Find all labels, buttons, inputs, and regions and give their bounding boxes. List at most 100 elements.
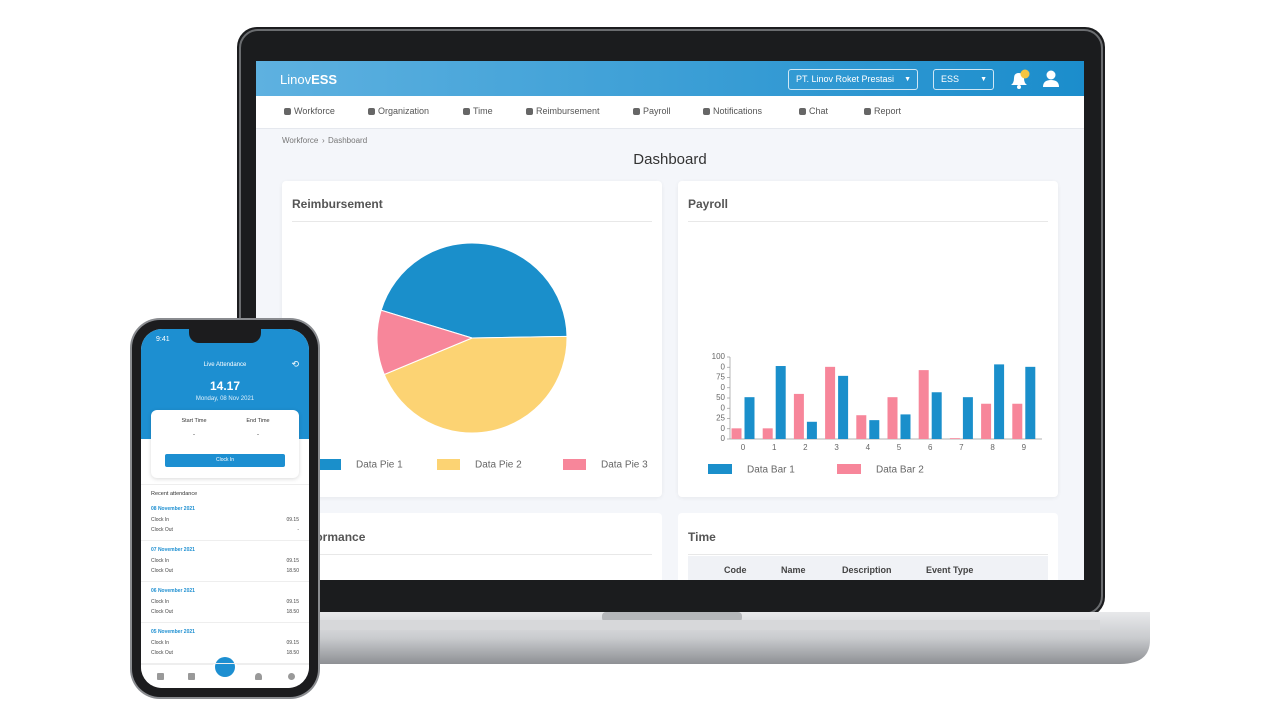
y-tick-label: 0 [721,383,726,392]
phone-screen: 9:41 Live Attendance ⟲ 14.17 Monday, 08 … [141,329,309,688]
record-out-label: Clock Out [151,527,173,533]
nav-icon [463,108,470,115]
table-header-cell: Description [842,565,892,575]
divider [292,554,652,555]
attendance-card: Start Time - End Time - Clock In [151,410,299,478]
nav-item[interactable]: Notifications [713,106,763,116]
y-tick-label: 25 [716,414,725,423]
y-tick-label: 0 [721,362,726,371]
nav-icon [368,108,375,115]
y-tick-label: 75 [716,373,725,382]
bar [981,403,992,439]
nav-item[interactable]: Reimbursement [536,106,600,116]
history-icon[interactable]: ⟲ [291,359,299,369]
x-tick-label: 2 [803,443,808,452]
phone-notch [189,329,261,343]
card-title: Reimbursement [292,197,383,211]
y-tick-label: 0 [721,403,726,412]
pie-slice [376,309,474,376]
company-name: PT. Linov Roket Prestasi [796,74,895,84]
start-value: - [193,432,195,438]
x-tick-label: 5 [897,443,902,452]
legend-label: Data Bar 1 [747,465,795,476]
nav-icon [526,108,533,115]
tab-icon[interactable] [255,673,262,680]
record-out: - [297,527,299,533]
nav-item[interactable]: Organization [378,106,430,116]
breadcrumb-item: Dashboard [328,136,368,145]
card-title: Payroll [688,197,729,211]
company-select[interactable]: PT. Linov Roket Prestasi ▼ [788,69,918,90]
breadcrumb-item[interactable]: Workforce [282,136,319,145]
card-title: Time [688,530,716,544]
pie-slice [380,242,568,339]
record-in-label: Clock In [151,517,170,523]
legend-label: Data Pie 3 [601,460,648,471]
bar [806,421,817,439]
nav-item[interactable]: Payroll [643,106,671,116]
bar [949,438,960,439]
divider [141,540,309,541]
bar [744,397,755,439]
record-out: 18.50 [286,650,299,656]
nav-item[interactable]: Time [473,106,493,116]
table-header-cell: Name [781,565,806,575]
bell-clapper [1017,85,1021,89]
nav-item[interactable]: Workforce [294,106,335,116]
phone-tabbar [141,657,309,688]
nav-item[interactable]: Report [874,106,902,116]
bar [918,370,929,439]
tab-center[interactable] [215,657,235,677]
nav-icon [284,108,291,115]
record-out-label: Clock Out [151,609,173,615]
nav-icon [799,108,806,115]
page-title: Dashboard [633,151,707,168]
bar [775,366,786,439]
bar [762,428,773,439]
clock-in-button[interactable]: Clock In [165,454,285,467]
y-tick-label: 100 [712,352,726,361]
y-tick-label: 0 [721,434,726,443]
table-header-cell: Event Type [926,565,974,575]
legend-swatch [318,459,341,470]
brand: LinovESS [280,73,337,86]
caret: ▼ [980,76,987,83]
card: Payroll 100 0 75 0 50 0 25 0 0 0 1 2 3 4 5 6 7 8 9 Data Bar… [678,181,1058,497]
user-icon-head[interactable] [1046,70,1056,80]
status-time: 9:41 [156,336,170,343]
brand-light: Linov [280,72,312,87]
role-select[interactable]: ESS ▼ [933,69,994,90]
bar [962,397,973,439]
role-name: ESS [941,74,960,84]
x-tick-label: 9 [1022,443,1027,452]
record-out: 18.50 [286,568,299,574]
table-header-cell: Code [724,565,747,575]
card: Reimbursement Data Pie 1 Data Pie 2 Data P… [282,181,662,497]
nav-item[interactable]: Chat [809,106,829,116]
nav-icon [633,108,640,115]
card: Time Code Name Description Event Type [678,513,1058,580]
bar [994,364,1005,439]
bar [856,415,867,439]
tab-icon[interactable] [188,673,195,680]
bar [869,420,880,439]
user-icon-body[interactable] [1043,80,1059,87]
divider [688,554,1048,555]
tab-icon[interactable] [157,673,164,680]
legend-swatch [437,459,460,470]
bar [838,375,849,439]
laptop-notch [602,612,742,622]
divider [292,221,652,222]
brand-bold: ESS [311,72,338,87]
x-tick-label: 0 [741,443,746,452]
divider [688,221,1048,222]
record-date: 06 November 2021 [151,588,195,594]
tab-icon[interactable] [288,673,295,680]
bar [887,397,898,439]
laptop-screen: LinovESS PT. Linov Roket Prestasi ▼ ESS … [256,61,1084,580]
divider [141,663,309,664]
record-in: 09.15 [286,558,299,564]
caret: ▼ [904,76,911,83]
